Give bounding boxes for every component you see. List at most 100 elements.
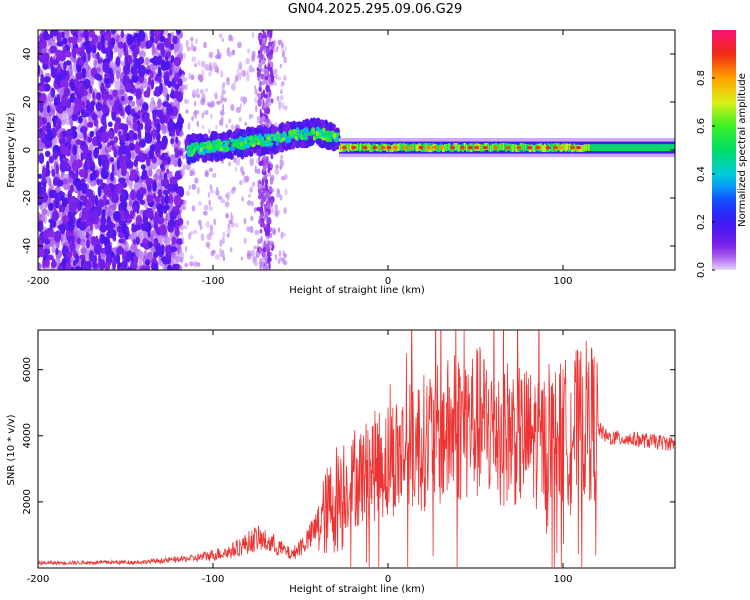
noise-cell <box>126 216 133 224</box>
noise-cell <box>142 103 149 111</box>
noise-cell <box>263 251 266 257</box>
y-tick-label: -20 <box>22 190 33 206</box>
noise-cell <box>116 225 122 233</box>
noise-cell <box>184 99 190 104</box>
line-peak <box>527 145 533 150</box>
noise-cell <box>111 163 115 174</box>
noise-cell <box>72 259 77 267</box>
noise-cell <box>56 118 61 125</box>
noise-cell <box>191 205 196 212</box>
noise-cell <box>279 94 284 101</box>
noise-cell <box>249 225 254 234</box>
noise-cell <box>191 183 197 190</box>
noise-cell <box>167 120 174 132</box>
noise-cell <box>258 154 261 162</box>
noise-cell <box>261 30 264 33</box>
noise-cell <box>53 96 58 107</box>
noise-cell <box>214 92 218 99</box>
noise-cell <box>251 31 255 39</box>
noise-cell <box>170 246 178 253</box>
noise-cell <box>50 87 56 98</box>
noise-cell <box>253 245 257 250</box>
noise-cell <box>63 46 67 54</box>
noise-cell <box>212 61 218 69</box>
noise-cell <box>275 192 281 198</box>
noise-cell <box>250 249 255 257</box>
noise-cell <box>94 194 98 207</box>
noise-cell <box>186 220 190 226</box>
noise-cell <box>168 194 174 204</box>
ridge-cell <box>275 140 279 146</box>
noise-cell <box>123 93 128 105</box>
noise-cell <box>75 74 83 80</box>
noise-cell <box>177 78 183 87</box>
noise-cell <box>118 130 122 137</box>
noise-cell <box>266 217 272 226</box>
noise-cell <box>248 113 251 120</box>
noise-cell <box>264 67 269 77</box>
ridge-cell <box>265 133 271 137</box>
noise-cell <box>217 195 223 200</box>
noise-cell <box>73 104 81 113</box>
ridge-cell <box>278 123 284 133</box>
ridge-cell <box>249 136 253 141</box>
noise-cell <box>56 33 62 42</box>
noise-cell <box>140 242 148 248</box>
noise-cell <box>113 136 119 144</box>
noise-cell <box>259 228 263 234</box>
noise-cell <box>219 109 225 116</box>
noise-cell <box>112 211 121 222</box>
noise-cell <box>208 199 211 207</box>
y-tick-label: -40 <box>22 238 33 254</box>
noise-cell <box>189 255 194 260</box>
noise-cell <box>235 106 241 113</box>
noise-cell <box>157 189 163 198</box>
noise-cell <box>168 81 173 87</box>
noise-cell <box>251 50 256 58</box>
noise-cell <box>229 246 233 253</box>
noise-cell <box>143 90 150 98</box>
noise-cell <box>170 138 175 145</box>
noise-cell <box>185 163 191 171</box>
noise-cell <box>73 97 81 106</box>
noise-cell <box>42 137 48 145</box>
noise-cell <box>208 167 214 173</box>
noise-cell <box>274 209 279 218</box>
noise-cell <box>263 159 267 167</box>
noise-cell <box>192 88 196 96</box>
noise-cell <box>60 138 66 146</box>
noise-cell <box>99 178 104 187</box>
noise-cell <box>89 85 93 94</box>
noise-cell <box>266 245 270 254</box>
noise-cell <box>185 109 189 114</box>
noise-cell <box>115 253 121 265</box>
noise-cell <box>238 116 242 122</box>
noise-cell <box>131 151 135 160</box>
line-peak <box>425 145 431 150</box>
noise-cell <box>167 219 176 229</box>
noise-cell <box>118 177 126 184</box>
noise-cell <box>197 60 201 67</box>
noise-cell <box>187 122 191 130</box>
noise-cell <box>128 95 134 101</box>
noise-cell <box>112 89 118 98</box>
noise-cell <box>219 70 224 78</box>
noise-cell <box>194 45 197 50</box>
noise-cell <box>261 80 266 86</box>
ridge-cell <box>188 145 193 150</box>
ridge-cell <box>296 131 300 135</box>
noise-cell <box>249 186 253 193</box>
noise-cell <box>71 160 79 172</box>
noise-cell <box>109 156 115 163</box>
noise-cell <box>99 154 108 161</box>
ridge-cell <box>248 128 253 135</box>
noise-cell <box>251 56 254 63</box>
noise-cell <box>108 94 113 101</box>
noise-cell <box>154 35 159 44</box>
noise-cell <box>243 237 247 245</box>
noise-cell <box>102 119 107 132</box>
noise-cell <box>174 225 180 237</box>
noise-cell <box>121 188 125 194</box>
noise-cell <box>269 66 272 73</box>
noise-cell <box>122 129 127 140</box>
